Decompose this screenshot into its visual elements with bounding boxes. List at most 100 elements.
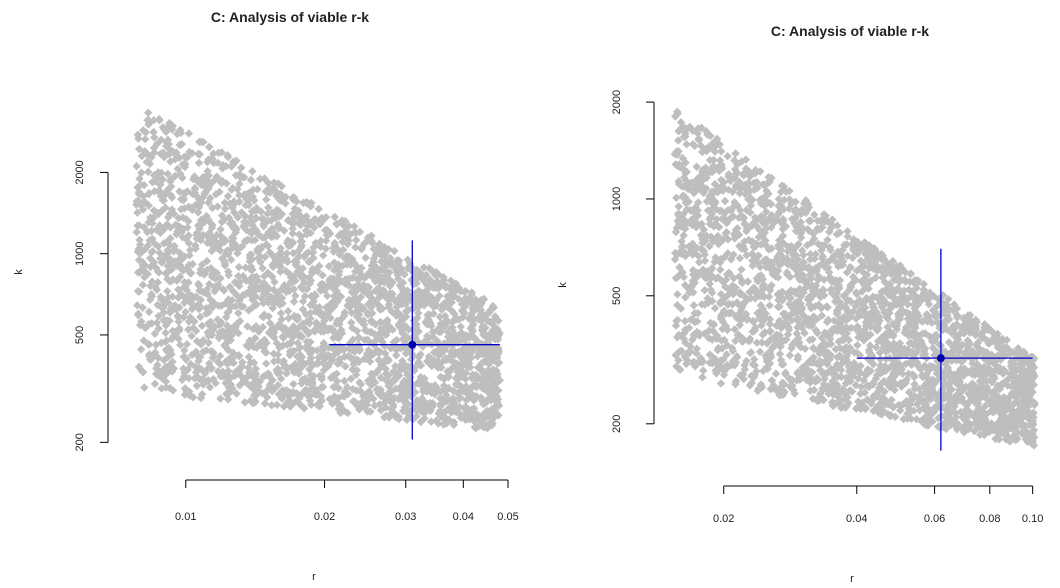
viable-point	[776, 383, 785, 392]
viable-point	[787, 375, 797, 384]
viable-point	[375, 400, 384, 409]
viable-point	[416, 350, 425, 359]
viable-point	[211, 237, 220, 246]
viable-point	[865, 253, 874, 262]
viable-point	[172, 148, 181, 157]
viable-point	[971, 417, 980, 427]
viable-point	[865, 241, 874, 250]
viable-point	[757, 305, 766, 315]
viable-point	[333, 297, 342, 306]
viable-point	[676, 118, 686, 127]
viable-point	[432, 277, 442, 286]
viable-point	[141, 135, 150, 144]
viable-point	[198, 230, 208, 240]
viable-point	[956, 407, 965, 417]
viable-point	[140, 272, 149, 282]
viable-point	[750, 370, 759, 379]
viable-point	[167, 264, 177, 274]
viable-point	[157, 384, 166, 393]
viable-point	[247, 255, 257, 264]
viable-points	[132, 108, 505, 433]
viable-point	[765, 319, 775, 329]
viable-point	[182, 264, 191, 274]
viable-point	[736, 371, 745, 380]
viable-point	[846, 376, 855, 386]
viable-point	[217, 148, 226, 157]
viable-point	[273, 288, 282, 298]
viable-point	[306, 349, 315, 359]
viable-point	[198, 173, 208, 182]
viable-point	[767, 173, 776, 183]
viable-point	[838, 384, 848, 394]
viable-point	[318, 271, 327, 280]
viable-point	[259, 279, 269, 288]
viable-point	[282, 249, 291, 258]
viable-point	[904, 369, 913, 378]
viable-point	[205, 383, 215, 392]
viable-point	[267, 208, 277, 218]
viable-point	[416, 361, 426, 370]
viable-point	[440, 345, 449, 355]
x-tick-label: 0.01	[175, 511, 196, 523]
viable-points	[670, 107, 1039, 450]
viable-point	[818, 214, 828, 223]
viable-point	[301, 309, 311, 319]
viable-point	[190, 317, 199, 326]
viable-point	[794, 288, 803, 297]
viable-point	[838, 354, 847, 363]
viable-point	[341, 362, 350, 371]
viable-point	[433, 358, 442, 367]
viable-point	[852, 266, 862, 275]
viable-point	[1009, 407, 1019, 417]
viable-point	[180, 152, 189, 161]
viable-point	[470, 417, 479, 426]
viable-point	[241, 192, 250, 202]
viable-point	[219, 286, 229, 295]
viable-point	[447, 328, 457, 337]
viable-point	[452, 314, 461, 324]
viable-point	[472, 382, 481, 392]
viable-point	[829, 251, 838, 261]
viable-point	[843, 392, 852, 402]
viable-point	[449, 386, 458, 396]
viable-point	[842, 240, 851, 249]
viable-point	[239, 173, 249, 182]
viable-point	[255, 377, 265, 386]
viable-point	[828, 215, 837, 224]
viable-point	[746, 221, 756, 230]
viable-point	[863, 354, 873, 364]
viable-point	[902, 399, 911, 409]
viable-point	[417, 289, 427, 298]
viable-point	[857, 310, 866, 319]
viable-point	[149, 143, 159, 153]
viable-point	[698, 357, 708, 366]
viable-point	[470, 314, 479, 324]
viable-point	[682, 359, 691, 369]
viable-point	[367, 316, 376, 325]
viable-point	[860, 325, 869, 334]
viable-point	[233, 213, 243, 222]
viable-point	[321, 236, 331, 245]
viable-point	[783, 292, 793, 301]
viable-point	[980, 323, 989, 332]
viable-point	[156, 228, 165, 238]
viable-point	[889, 339, 898, 348]
viable-point	[916, 297, 925, 306]
viable-point	[207, 154, 216, 164]
viable-point	[729, 250, 738, 259]
viable-point	[207, 246, 216, 256]
viable-point	[688, 315, 697, 324]
viable-point	[153, 208, 162, 218]
viable-point	[216, 360, 225, 369]
viable-point	[890, 295, 899, 304]
viable-point	[935, 423, 944, 432]
viable-point	[994, 406, 1003, 415]
viable-point	[297, 273, 306, 282]
viable-point	[950, 409, 960, 418]
viable-point	[688, 178, 697, 188]
viable-point	[762, 262, 771, 272]
viable-point	[254, 253, 263, 263]
viable-point	[957, 323, 966, 332]
viable-point	[442, 391, 451, 400]
viable-point	[339, 245, 348, 254]
